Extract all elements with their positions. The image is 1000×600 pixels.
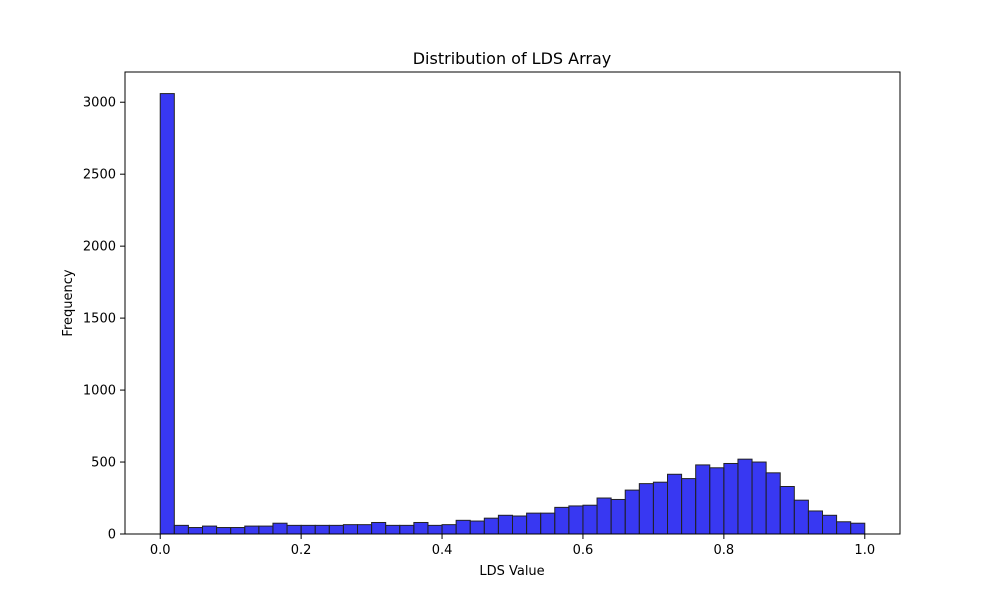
histogram-bar — [596, 497, 612, 535]
histogram-bar — [582, 504, 598, 535]
x-tick-label: 0.6 — [573, 543, 594, 558]
histogram-bar — [779, 486, 795, 535]
histogram-bar — [624, 489, 640, 535]
histogram-bar — [357, 524, 373, 535]
y-tick-label: 500 — [91, 456, 116, 471]
histogram-bar — [497, 514, 513, 535]
histogram-bar — [751, 461, 767, 535]
histogram-bar — [244, 525, 260, 535]
x-tick-label: 0.4 — [432, 543, 453, 558]
histogram-bar — [427, 524, 443, 535]
histogram-bar — [441, 524, 457, 535]
histogram-bar — [807, 510, 824, 535]
histogram-bar — [455, 519, 471, 535]
histogram-bar — [413, 521, 429, 535]
x-axis-label: LDS Value — [479, 564, 544, 579]
histogram-bar — [202, 525, 218, 535]
plot-frame — [124, 71, 901, 535]
histogram-bar — [300, 524, 316, 535]
histogram-bar — [822, 514, 838, 535]
x-tick-label: 0.0 — [150, 543, 171, 558]
histogram-bar — [568, 505, 584, 535]
y-tick-label: 2500 — [83, 168, 116, 183]
histogram-bar — [667, 473, 683, 535]
histogram-bar — [216, 527, 232, 535]
histogram-bar — [173, 524, 189, 535]
histogram-bar — [512, 515, 528, 535]
x-tick-label: 1.0 — [854, 543, 875, 558]
histogram-bar — [526, 512, 542, 535]
histogram-bar — [187, 527, 203, 535]
histogram-bar — [695, 464, 711, 535]
histogram-bar — [723, 462, 739, 535]
histogram-bar — [286, 524, 302, 535]
histogram-bar — [258, 525, 274, 535]
histogram-bar — [469, 520, 485, 535]
histogram-bar — [385, 524, 401, 535]
x-tick-label: 0.8 — [714, 543, 735, 558]
histogram-bar — [610, 498, 626, 535]
histogram-bar — [272, 522, 288, 535]
histogram-bar — [765, 472, 781, 535]
y-tick-label: 1500 — [83, 312, 116, 327]
histogram-bar — [540, 512, 556, 535]
histogram-bar — [399, 524, 415, 535]
histogram-bar — [328, 524, 344, 535]
histogram-bar — [483, 517, 499, 535]
bars-group — [159, 93, 866, 535]
histogram-bar — [681, 478, 697, 535]
y-axis-label: Frequency — [61, 269, 76, 336]
histogram-bar — [230, 527, 246, 535]
y-tick-label: 2000 — [83, 240, 116, 255]
y-axis-ticks: 0 500 1000 1500 2000 2500 3000 — [83, 96, 125, 543]
histogram-bar — [554, 506, 570, 535]
histogram-bar — [638, 483, 654, 535]
x-axis-ticks: 0.0 0.2 0.4 0.6 0.8 1.0 — [150, 534, 875, 558]
histogram-bar — [836, 521, 852, 535]
y-tick-label: 0 — [108, 528, 116, 543]
histogram-bar — [850, 522, 866, 535]
histogram-bar — [371, 521, 387, 535]
histogram-bar — [709, 467, 725, 535]
y-tick-label: 3000 — [83, 96, 116, 111]
histogram-bar — [652, 481, 669, 535]
histogram-bar — [342, 524, 358, 535]
histogram-bar — [159, 93, 175, 535]
y-tick-label: 1000 — [83, 384, 116, 399]
chart-title: Distribution of LDS Array — [413, 49, 612, 68]
histogram-bar — [793, 499, 809, 535]
x-tick-label: 0.2 — [291, 543, 312, 558]
histogram-bar — [314, 524, 330, 535]
histogram-bar — [737, 458, 753, 535]
